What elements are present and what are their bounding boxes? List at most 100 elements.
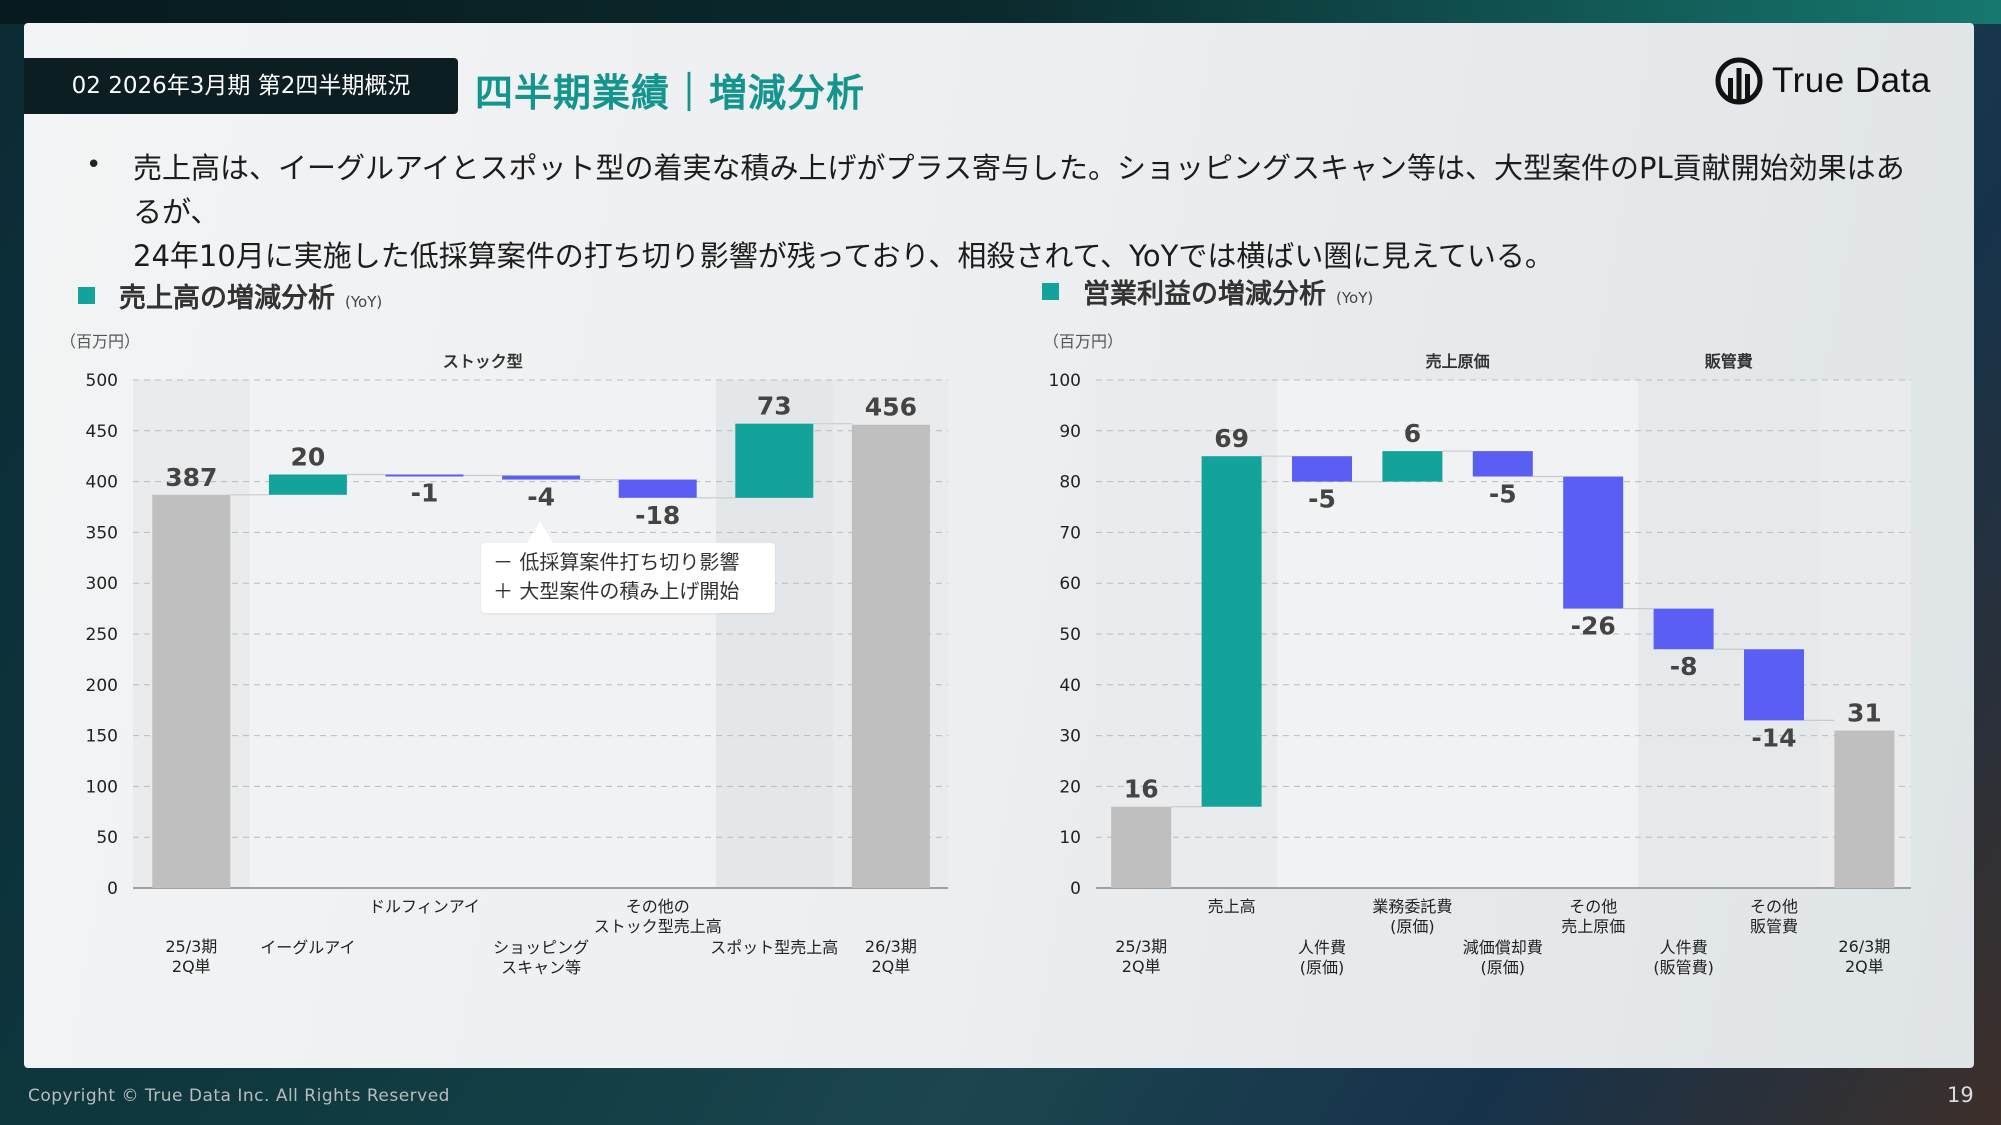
x-category-label: 人件費 [1660,938,1708,957]
logo: True Data [1714,56,1931,106]
category-band [249,380,716,888]
data-label: 387 [165,463,217,492]
y-tick-label: 10 [1059,828,1081,848]
y-tick-label: 150 [86,727,118,747]
y-tick-label: 40 [1059,676,1081,696]
sales-chart-subtitle: (YoY) [345,293,383,311]
x-category-label: 2Q単 [872,957,911,976]
summary-line-2: 24年10月に実施した低採算案件の打ち切り影響が残っており、相殺されて、YoYで… [133,239,1554,273]
y-tick-label: 100 [86,777,118,797]
sales-chart-heading: 売上高の増減分析 (YoY) [78,276,382,315]
x-category-label: スキャン等 [501,958,581,977]
bullet-marker: • [86,150,102,180]
heading-square-icon [78,287,95,304]
x-category-label: 2Q単 [1845,957,1884,976]
y-tick-label: 20 [1059,777,1081,797]
y-tick-label: 100 [1049,371,1081,391]
waterfall-bar [735,423,814,498]
footer-copyright: Copyright © True Data Inc. All Rights Re… [28,1086,450,1106]
x-category-label: (原価) [1390,917,1435,936]
x-category-label: (販管費) [1653,958,1714,977]
x-category-label: 業務委託費 [1372,897,1452,916]
data-label: -5 [1308,485,1336,514]
top-gradient-band [0,0,2001,24]
y-tick-label: 30 [1059,727,1081,747]
y-tick-label: 0 [1070,879,1081,899]
y-tick-label: 60 [1059,574,1081,594]
profit-chart-heading: 営業利益の増減分析 (YoY) [1042,272,1373,311]
callout-line-2: ＋ 大型案件の積み上げ開始 [493,579,740,603]
group-label: 販管費 [1705,352,1753,371]
profit-chart-title: 営業利益の増減分析 [1083,279,1326,310]
data-label: -4 [527,483,555,512]
waterfall-bar [1292,456,1352,482]
waterfall-bar [1472,451,1533,477]
x-category-label: その他 [1569,897,1617,916]
waterfall-bar [1382,451,1443,482]
y-tick-label: 80 [1059,473,1081,493]
x-category-label: ドルフィンアイ [369,897,480,916]
page-number: 19 [1947,1083,1974,1107]
y-tick-label: 500 [86,371,118,391]
y-tick-label: 450 [86,422,118,442]
x-category-label: その他 [1750,897,1798,916]
profit-chart-unit: （百万円） [1043,332,1124,351]
y-tick-label: 0 [107,879,118,899]
y-tick-label: 200 [86,676,118,696]
x-category-label: 25/3期 [1115,937,1167,956]
data-label: 6 [1404,419,1421,448]
x-category-label: イーグルアイ [260,938,355,957]
sales-chart-title: 売上高の増減分析 [119,283,335,314]
waterfall-bar [152,494,231,888]
x-category-label: 25/3期 [165,937,217,956]
waterfall-bar [1653,608,1714,650]
group-label: 売上原価 [1426,352,1490,371]
x-category-label: 減価償却費 [1463,938,1543,957]
data-label: 456 [865,393,917,422]
data-label: 20 [291,442,326,471]
data-label: 31 [1847,699,1882,728]
x-category-label: 26/3期 [865,937,917,956]
y-tick-label: 50 [1059,625,1081,645]
y-tick-label: 50 [96,828,118,848]
callout-note: － 低採算案件打ち切り影響 ＋ 大型案件の積み上げ開始 [481,543,775,613]
x-category-label: その他の [626,897,690,916]
data-label: -5 [1489,480,1517,509]
x-category-label: 2Q単 [172,957,211,976]
heading-square-icon [1042,283,1059,300]
y-tick-label: 90 [1059,422,1081,442]
callout-pointer [527,521,553,543]
x-category-label: 売上原価 [1561,917,1625,936]
callout-line-1: － 低採算案件打ち切り影響 [493,550,740,574]
waterfall-bar [1563,476,1624,609]
data-label: 69 [1214,424,1249,453]
data-label: -18 [635,501,680,530]
profit-chart-subtitle: (YoY) [1336,289,1374,307]
waterfall-bar [851,424,930,888]
y-tick-label: 70 [1059,523,1081,543]
page-title: 四半期業績｜増減分析 [475,71,866,115]
data-label: -1 [411,479,439,508]
summary-line-1: 売上高は、イーグルアイとスポット型の着実な積み上げがプラス寄与した。ショッピング… [133,151,1905,229]
group-label: ストック型 [443,352,523,371]
y-tick-label: 250 [86,625,118,645]
data-label: -8 [1670,652,1698,681]
x-category-label: ショッピング [493,938,589,957]
x-category-label: 人件費 [1298,938,1346,957]
x-category-label: (原価) [1481,958,1526,977]
x-category-label: ストック型売上高 [594,917,722,936]
summary-text: 売上高は、イーグルアイとスポット型の着実な積み上げがプラス寄与した。ショッピング… [133,146,1933,278]
waterfall-bar [268,474,347,495]
section-tag: 02 2026年3月期 第2四半期概況 [24,58,458,114]
x-category-label: 販管費 [1750,917,1798,936]
waterfall-bar [618,479,697,498]
sales-chart-unit: （百万円） [60,332,141,351]
y-tick-label: 350 [86,523,118,543]
x-category-label: 26/3期 [1838,937,1890,956]
waterfall-bar [1111,806,1172,888]
logo-mark-icon [1715,57,1763,105]
waterfall-bar [502,475,581,480]
data-label: -14 [1751,723,1796,752]
waterfall-bar [385,474,464,477]
